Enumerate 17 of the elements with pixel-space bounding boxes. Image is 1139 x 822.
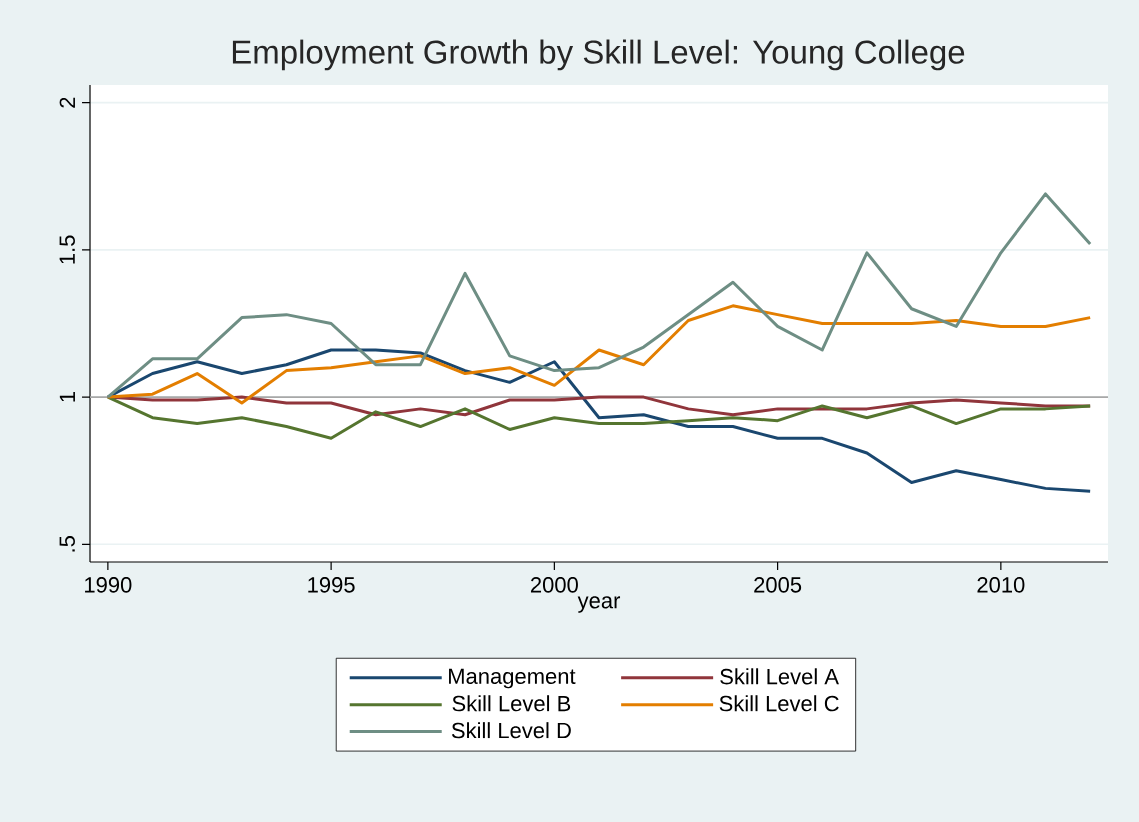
x-tick-label: 1995: [308, 577, 355, 593]
y-tick-label: 2: [59, 97, 75, 108]
x-axis-title: year: [577, 596, 621, 613]
legend-label: Skill Level C: [719, 695, 839, 712]
chart-title: Employment Growth by Skill Level: Young College: [232, 39, 965, 71]
x-tick-label: 2005: [754, 577, 802, 593]
x-tick-label: 2010: [977, 577, 1025, 593]
line-series: [106, 395, 1092, 440]
legend-label: Management: [449, 668, 576, 689]
x-tick-label: 2000: [530, 577, 578, 593]
y-tick-label: .5: [59, 536, 75, 552]
y-tick-label: 1.5: [59, 235, 75, 264]
legend-label: Skill Level B: [452, 695, 571, 712]
legend-label: Skill Level A: [720, 668, 839, 685]
x-tick-label: 1990: [85, 577, 132, 593]
y-tick-label: 1: [59, 392, 75, 402]
legend-label: Skill Level D: [451, 722, 571, 739]
